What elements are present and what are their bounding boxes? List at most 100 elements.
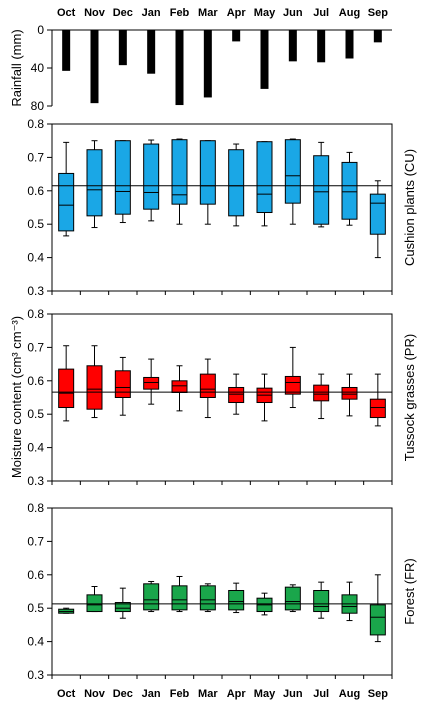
rainfall-bar bbox=[317, 30, 326, 63]
month-label-top: Mar bbox=[198, 7, 218, 19]
rainfall-bar bbox=[260, 30, 269, 89]
cushion-y-tick-label: 0.4 bbox=[27, 251, 44, 265]
tussock-box bbox=[341, 386, 358, 400]
rainfall-axis-title: Rainfall (mm) bbox=[9, 29, 24, 106]
rainfall-bar bbox=[203, 30, 212, 98]
forest-y-tick-label: 0.3 bbox=[27, 668, 44, 682]
rainfall-bar bbox=[118, 30, 127, 66]
month-label-top: May bbox=[254, 7, 276, 19]
forest-box bbox=[313, 589, 330, 613]
month-label-top: Jun bbox=[283, 7, 303, 19]
month-label-bottom: Jun bbox=[283, 688, 303, 700]
forest-y-tick-label: 0.4 bbox=[27, 635, 44, 649]
cushion-y-tick-label: 0.5 bbox=[27, 217, 44, 231]
months-bottom-axis: Oct Nov Dec Jan Feb Mar Apr May Jun Jul Aug Sep bbox=[57, 688, 388, 700]
month-label-bottom: Nov bbox=[84, 688, 106, 700]
months-top-axis: Oct Nov Dec Jan Feb Mar Apr May Jun Jul Aug Sep bbox=[57, 7, 388, 19]
rainfall-y-tick-label: 80 bbox=[31, 99, 45, 113]
cushion-box bbox=[199, 140, 216, 205]
month-label-top: Feb bbox=[170, 7, 190, 19]
cushion-box bbox=[114, 140, 131, 215]
forest-box bbox=[86, 594, 103, 613]
tussock-panel-label: Tussock grasses (PR) bbox=[402, 334, 417, 461]
tussock-box bbox=[284, 375, 301, 395]
cushion-plants-panel: 0.3 0.4 0.5 0.6 0.7 0.8 Cushion plants (CU) bbox=[27, 117, 417, 298]
forest-plot-frame bbox=[51, 507, 393, 676]
tussock-box bbox=[228, 386, 245, 404]
cushion-box bbox=[313, 155, 330, 225]
month-label-bottom: Apr bbox=[227, 688, 247, 700]
tussock-y-tick-label: 0.6 bbox=[27, 374, 44, 388]
cushion-box bbox=[256, 141, 273, 214]
month-label-bottom: May bbox=[254, 688, 276, 700]
forest-y-tick-label: 0.8 bbox=[27, 501, 44, 515]
month-label-top: Aug bbox=[339, 7, 360, 19]
month-label-top: Jul bbox=[313, 7, 329, 19]
month-label-bottom: Jan bbox=[142, 688, 161, 700]
rainfall-bar bbox=[288, 30, 297, 62]
cushion-plot-frame bbox=[51, 123, 393, 292]
rainfall-bar bbox=[62, 30, 71, 71]
cushion-panel-label: Cushion plants (CU) bbox=[402, 149, 417, 266]
rainfall-y-tick-label: 40 bbox=[31, 61, 45, 75]
tussock-box bbox=[171, 380, 188, 393]
tussock-y-tick-label: 0.7 bbox=[27, 340, 44, 354]
cushion-box bbox=[228, 149, 245, 217]
rainfall-bar bbox=[147, 30, 156, 74]
cushion-box bbox=[341, 161, 358, 220]
tussock-box bbox=[199, 373, 216, 398]
tussock-y-tick-label: 0.5 bbox=[27, 407, 44, 421]
rainfall-bar bbox=[175, 30, 184, 106]
tussock-box bbox=[369, 398, 386, 419]
forest-y-tick-label: 0.5 bbox=[27, 601, 44, 615]
rainfall-bar bbox=[232, 30, 241, 42]
month-label-top: Jan bbox=[142, 7, 161, 19]
cushion-y-tick-label: 0.8 bbox=[27, 117, 44, 131]
forest-box bbox=[199, 585, 216, 611]
month-label-top: Oct bbox=[57, 7, 76, 19]
tussock-y-tick-label: 0.4 bbox=[27, 441, 44, 455]
forest-y-tick-label: 0.6 bbox=[27, 568, 44, 582]
cushion-y-tick-label: 0.7 bbox=[27, 150, 44, 164]
forest-box bbox=[369, 604, 386, 636]
forest-panel-label: Forest (FR) bbox=[402, 558, 417, 624]
cushion-y-tick-label: 0.3 bbox=[27, 284, 44, 298]
month-label-bottom: Sep bbox=[368, 688, 388, 700]
tussock-box bbox=[86, 365, 103, 410]
cushion-box bbox=[171, 139, 188, 205]
tussock-y-tick-label: 0.3 bbox=[27, 474, 44, 488]
month-label-top: Nov bbox=[84, 7, 106, 19]
cushion-box bbox=[143, 143, 160, 210]
cushion-box bbox=[284, 139, 301, 204]
month-label-top: Apr bbox=[227, 7, 247, 19]
cushion-box bbox=[58, 172, 75, 232]
moisture-content-axis-title: Moisture content (cm³ cm⁻³) bbox=[9, 316, 24, 478]
tussock-box bbox=[313, 384, 330, 402]
month-label-bottom: Oct bbox=[57, 688, 76, 700]
tussock-plot-frame bbox=[51, 313, 393, 482]
forest-box bbox=[171, 585, 188, 611]
tussock-box bbox=[143, 376, 160, 390]
forest-box bbox=[228, 589, 245, 611]
tussock-y-tick-label: 0.8 bbox=[27, 307, 44, 321]
tussock-box bbox=[58, 368, 75, 409]
forest-box bbox=[284, 586, 301, 611]
rainfall-bar bbox=[90, 30, 99, 104]
month-label-bottom: Mar bbox=[198, 688, 218, 700]
rainfall-panel: 0 40 80 Rainfall (mm) bbox=[9, 23, 392, 113]
cushion-box bbox=[369, 193, 386, 235]
month-label-bottom: Dec bbox=[113, 688, 133, 700]
month-label-top: Dec bbox=[113, 7, 133, 19]
forest-box bbox=[143, 583, 160, 611]
tussock-grasses-panel: 0.3 0.4 0.5 0.6 0.7 0.8 Tussock grasses (PR) bbox=[27, 307, 417, 488]
rainfall-bar bbox=[345, 30, 354, 59]
month-label-top: Sep bbox=[368, 7, 388, 19]
forest-y-tick-label: 0.7 bbox=[27, 534, 44, 548]
forest-panel: 0.3 0.4 0.5 0.6 0.7 0.8 Forest (FR) bbox=[27, 501, 417, 682]
month-label-bottom: Aug bbox=[339, 688, 360, 700]
month-label-bottom: Feb bbox=[170, 688, 190, 700]
month-label-bottom: Jul bbox=[313, 688, 329, 700]
rainfall-bar bbox=[373, 30, 382, 43]
